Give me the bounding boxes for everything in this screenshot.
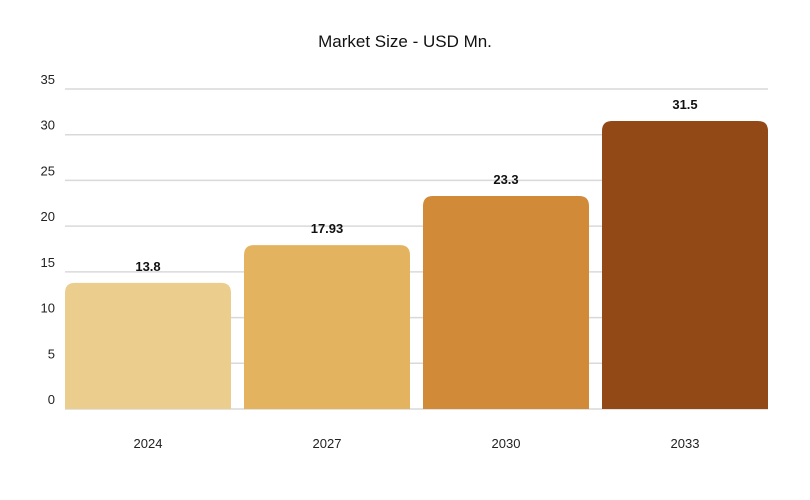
y-tick-label: 15 xyxy=(41,255,55,270)
y-tick-label: 20 xyxy=(41,209,55,224)
data-label: 31.5 xyxy=(672,97,697,112)
y-tick-label: 35 xyxy=(41,72,55,87)
y-tick-label: 25 xyxy=(41,163,55,178)
data-label: 13.8 xyxy=(135,259,160,274)
bar-2033 xyxy=(602,121,768,409)
bar-2030 xyxy=(423,195,589,409)
data-label: 23.3 xyxy=(493,172,518,187)
bar-2024 xyxy=(65,282,231,409)
y-tick-label: 30 xyxy=(41,118,55,133)
y-tick-label: 5 xyxy=(48,346,55,361)
data-label: 17.93 xyxy=(311,221,344,236)
bar-2027 xyxy=(244,245,410,409)
chart-title: Market Size - USD Mn. xyxy=(318,32,492,51)
x-tick-label: 2030 xyxy=(492,436,521,451)
x-tick-label: 2027 xyxy=(313,436,342,451)
x-tick-label: 2024 xyxy=(134,436,163,451)
y-tick-label: 10 xyxy=(41,301,55,316)
y-tick-label: 0 xyxy=(48,392,55,407)
x-tick-label: 2033 xyxy=(671,436,700,451)
